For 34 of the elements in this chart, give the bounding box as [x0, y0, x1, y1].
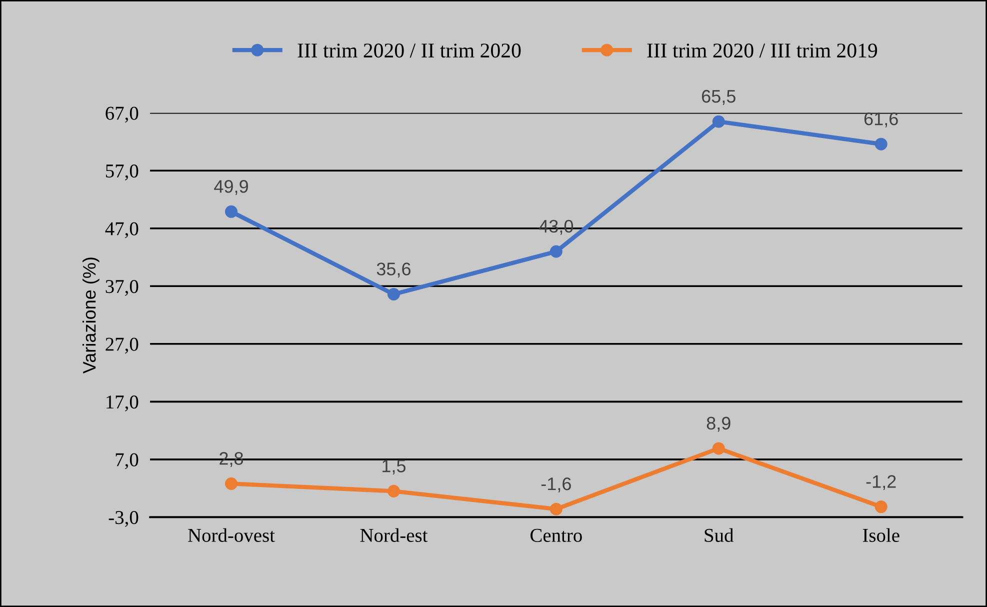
legend-label: III trim 2020 / II trim 2020 [298, 44, 521, 58]
point [225, 477, 238, 490]
data-label: 65,5 [702, 90, 736, 105]
data-label: 49,9 [214, 180, 248, 195]
data-label: 35,6 [376, 262, 410, 278]
point [874, 500, 888, 514]
y-tick-label: -3,0 [108, 510, 138, 527]
point [387, 288, 400, 300]
point [550, 502, 562, 516]
x-tick-label: Centro [530, 528, 582, 542]
point [550, 245, 562, 258]
y-tick-label: 17,0 [106, 395, 138, 412]
y-tick-label: 37,0 [106, 280, 138, 296]
x-tick-label: Nord-ovest [188, 528, 275, 542]
y-tick-label: 67,0 [106, 106, 138, 123]
data-label: 1,5 [382, 460, 406, 474]
y-tick-label: 47,0 [105, 222, 138, 238]
data-label: -1,6 [541, 477, 571, 492]
y-tick-label: 57,0 [106, 164, 138, 180]
x-tick-label: Isole [862, 528, 900, 542]
x-tick-label: Nord-est [360, 528, 428, 542]
data-label: -1,2 [866, 475, 896, 490]
legend-label: III trim 2020 / III trim 2019 [647, 44, 878, 58]
y-axis-title: Variazione (%) [82, 258, 100, 374]
point [225, 205, 238, 218]
y-tick-label: 27,0 [106, 338, 138, 354]
y-tick-label: 7,0 [116, 453, 138, 470]
data-label: 8,9 [706, 416, 730, 432]
data-label: 61,6 [864, 112, 898, 128]
point [712, 115, 725, 128]
point [387, 484, 400, 498]
x-tick-label: Sud [704, 528, 734, 542]
point [712, 442, 725, 455]
point [874, 138, 888, 150]
